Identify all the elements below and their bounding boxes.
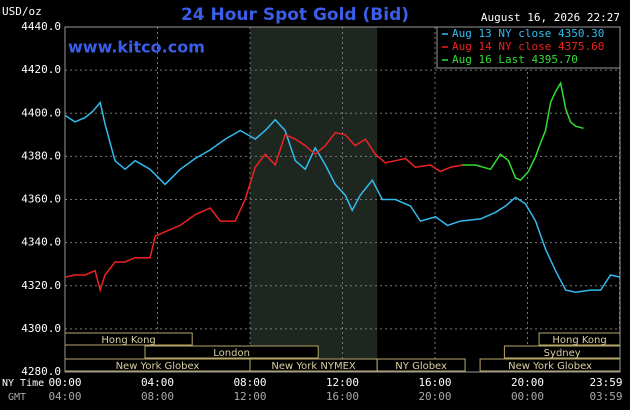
y-tick-label: 4340.0 — [21, 236, 61, 249]
session-label: Hong Kong — [552, 335, 606, 346]
x-tick-label: 16:00 — [418, 376, 451, 389]
x-tick-label-gmt: 08:00 — [141, 390, 174, 403]
session-label: NY Globex — [395, 361, 447, 372]
session-label: New York Globex — [116, 361, 200, 372]
x-tick-label: 08:00 — [233, 376, 266, 389]
plot-border — [64, 26, 621, 373]
x-tick-label: 04:00 — [141, 376, 174, 389]
timestamp: August 16, 2026 22:27 — [481, 11, 620, 24]
legend-box — [436, 26, 621, 69]
y-tick-label: 4380.0 — [21, 149, 61, 162]
session-box — [376, 358, 466, 372]
y-tick-label: 4420.0 — [21, 63, 61, 76]
legend-entry: Aug 16 Last 4395.70 — [452, 53, 578, 66]
y-tick-label: 4280.0 — [21, 365, 61, 378]
x-tick-label: 12:00 — [326, 376, 359, 389]
x-tick-label-gmt: 12:00 — [233, 390, 266, 403]
x-tick-label: 20:00 — [511, 376, 544, 389]
x-tick-label-gmt: 00:00 — [511, 390, 544, 403]
y-tick-label: 4400.0 — [21, 106, 61, 119]
session-label: New York NYMEX — [271, 361, 356, 372]
x-tick-label-gmt: 04:00 — [48, 390, 81, 403]
y-tick-label: 4440.0 — [21, 20, 61, 33]
price-line — [462, 81, 584, 182]
session-label: New York Globex — [508, 361, 592, 372]
legend-entry: Aug 13 NY close 4350.30 — [452, 27, 604, 40]
y-tick-label: 4320.0 — [21, 279, 61, 292]
x-tick-label-gmt: 03:59 — [589, 390, 622, 403]
site-label: www.kitco.com — [68, 38, 205, 57]
y-tick-label: 4300.0 — [21, 322, 61, 335]
x-tick-label: 23:59 — [589, 376, 622, 389]
gmt-label: GMT — [8, 392, 26, 403]
plot-layer — [64, 26, 621, 373]
x-tick-label: 00:00 — [48, 376, 81, 389]
session-label: Hong Kong — [101, 335, 155, 346]
session-box — [144, 345, 319, 359]
x-tick-label-gmt: 20:00 — [418, 390, 451, 403]
legend-entry: Aug 14 NY close 4375.60 — [452, 40, 604, 53]
x-tick-label-gmt: 16:00 — [326, 390, 359, 403]
y-tick-label: 4360.0 — [21, 193, 61, 206]
price-line — [64, 100, 621, 293]
session-label: London — [213, 348, 250, 359]
chart-title: 24 Hour Spot Gold (Bid) — [181, 5, 409, 25]
ny-time-label: NY Time — [2, 378, 44, 389]
session-label: Sydney — [544, 348, 581, 359]
price-line — [64, 131, 463, 293]
unit-label: USD/oz — [2, 5, 42, 18]
